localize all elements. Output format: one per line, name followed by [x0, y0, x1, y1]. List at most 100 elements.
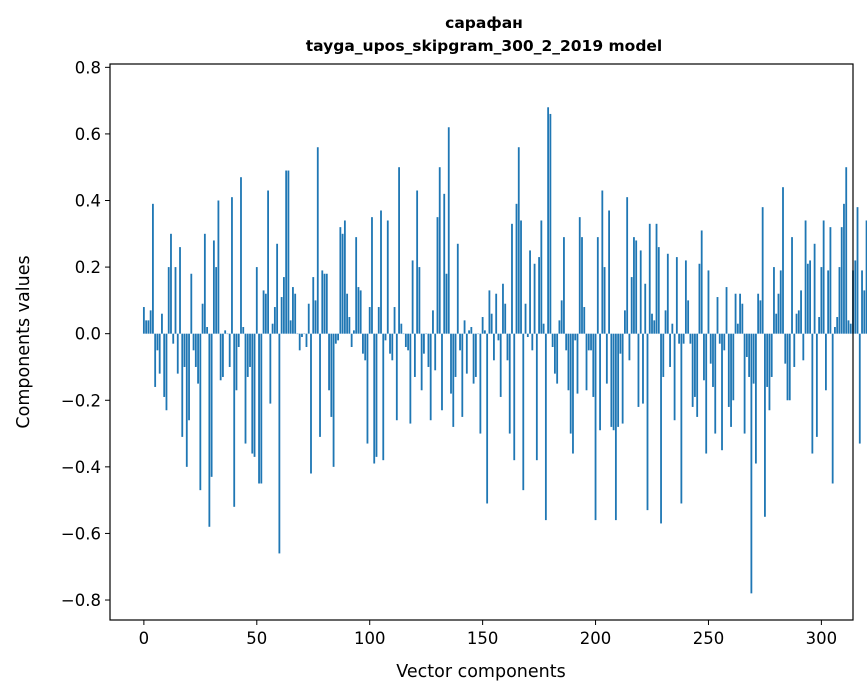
bar — [373, 333, 376, 464]
bar — [553, 333, 556, 374]
bar — [174, 267, 177, 334]
bar — [321, 270, 324, 334]
bar — [289, 320, 292, 334]
bar — [395, 333, 398, 421]
bar — [856, 207, 859, 334]
bar — [348, 317, 351, 334]
bar — [684, 260, 687, 334]
bar — [653, 320, 656, 334]
bar — [732, 333, 735, 401]
y-tick-label: −0.6 — [61, 524, 101, 543]
bar — [429, 333, 432, 421]
bar — [314, 300, 317, 334]
bar — [827, 270, 830, 334]
bar — [240, 177, 242, 334]
bar — [700, 230, 703, 334]
bar — [691, 333, 694, 407]
bar — [820, 267, 823, 334]
bar — [418, 267, 421, 334]
bar — [382, 333, 385, 461]
bar — [441, 333, 443, 411]
bar — [626, 197, 629, 334]
bar — [560, 300, 563, 334]
bar — [786, 333, 789, 401]
bar — [237, 333, 240, 347]
bar — [628, 333, 631, 361]
bar — [499, 333, 502, 397]
bar — [393, 307, 396, 334]
bar — [389, 333, 391, 354]
bar — [694, 333, 696, 397]
bar — [624, 310, 626, 334]
bar — [276, 243, 279, 334]
bar — [829, 227, 832, 334]
bar — [689, 333, 692, 344]
bar — [445, 273, 448, 334]
bar — [515, 203, 518, 334]
bar — [524, 303, 527, 334]
bar — [212, 240, 215, 334]
bar — [258, 333, 260, 484]
bar — [215, 267, 218, 334]
bar — [368, 307, 371, 334]
bar — [709, 333, 712, 364]
bar — [323, 273, 326, 334]
x-axis-ticks: 0 50 100 150 200 250 300 — [139, 620, 837, 648]
bar — [578, 217, 581, 334]
bar — [474, 333, 477, 377]
bar — [305, 333, 308, 347]
bar — [847, 320, 850, 334]
bar — [795, 313, 798, 334]
bar — [675, 257, 678, 334]
bar — [260, 333, 263, 484]
bar — [294, 293, 297, 334]
x-tick-label: 0 — [139, 629, 150, 648]
bar — [538, 257, 540, 334]
bar — [504, 303, 507, 334]
bar — [727, 333, 730, 407]
bar — [666, 253, 669, 334]
x-tick-label: 250 — [693, 629, 725, 648]
bar — [434, 333, 437, 371]
bar — [185, 333, 188, 467]
bar — [687, 300, 690, 334]
bar — [673, 333, 676, 421]
bar — [750, 333, 753, 594]
bar — [633, 237, 635, 334]
bar — [784, 333, 787, 364]
bar — [714, 333, 717, 434]
bar — [432, 310, 434, 334]
bar — [386, 220, 389, 334]
bar — [167, 267, 170, 334]
bar — [483, 330, 486, 334]
bar — [194, 333, 197, 367]
bar — [759, 300, 762, 334]
bar — [838, 267, 841, 334]
bar — [540, 220, 543, 334]
bar — [228, 333, 231, 367]
bar — [420, 333, 423, 391]
bar — [310, 333, 312, 474]
bar — [761, 207, 764, 334]
bar — [712, 333, 714, 387]
bar — [865, 220, 867, 334]
bar — [572, 333, 574, 454]
bar — [671, 323, 674, 334]
bar — [497, 333, 500, 341]
bar — [558, 320, 561, 334]
x-tick-label: 150 — [467, 629, 499, 648]
bar — [513, 333, 516, 461]
bar — [341, 233, 344, 334]
bar — [601, 190, 604, 334]
bar — [660, 333, 662, 524]
bar — [427, 333, 430, 367]
bar — [486, 333, 489, 504]
bar — [364, 333, 367, 361]
bar — [831, 333, 834, 484]
bar — [400, 323, 403, 334]
bar — [233, 333, 236, 507]
bar — [822, 220, 825, 334]
bar — [488, 290, 491, 334]
bar — [508, 333, 511, 434]
